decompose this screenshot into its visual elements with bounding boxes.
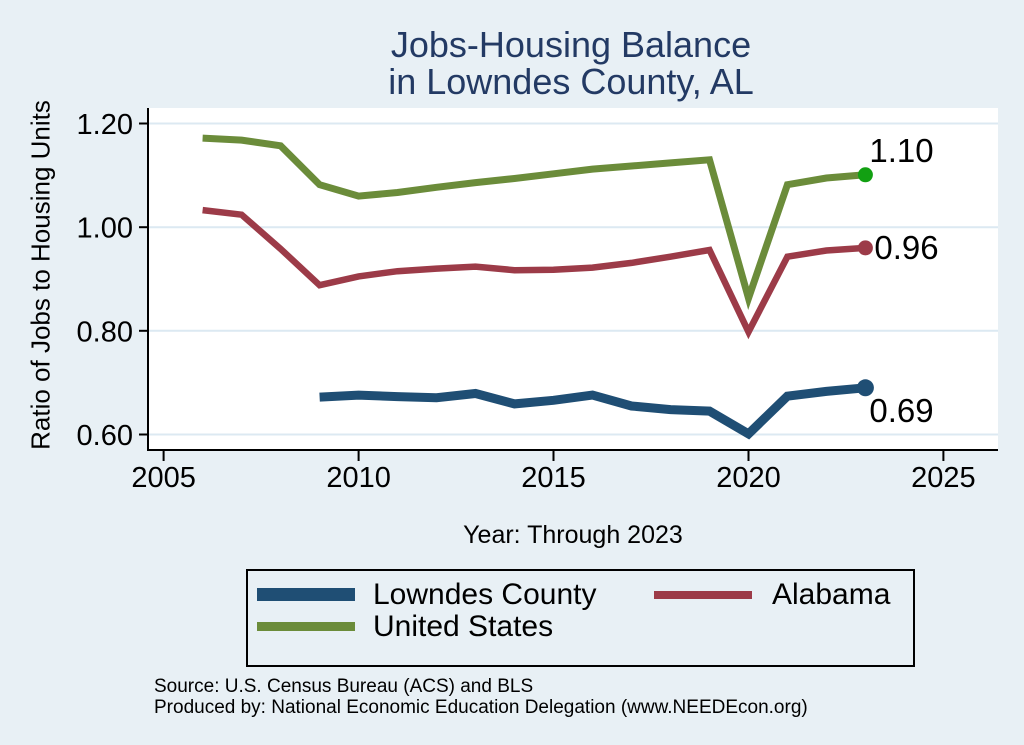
alabama-end-value: 0.96: [874, 229, 938, 266]
chart-title: Jobs-Housing Balance in Lowndes County, …: [388, 26, 754, 100]
united-states-end-marker: [857, 167, 873, 183]
x-tick-label-2015: 2015: [521, 462, 586, 494]
x-tick-label-2010: 2010: [326, 462, 391, 494]
legend-swatch-alabama: [654, 591, 752, 599]
chart-canvas: 0.60 0.80 1.00 1.20 2005 2010 2015 2020 2025 0.69…: [77, 108, 998, 494]
y-tick-label-1.00: 1.00: [77, 213, 133, 245]
y-tick-label-0.80: 0.80: [77, 316, 133, 348]
x-tick-label-2005: 2005: [131, 462, 196, 494]
united-states-line: [202, 134, 866, 310]
legend-swatch-united-states: [257, 622, 355, 631]
legend-label-lowndes-county: Lowndes County: [373, 578, 597, 611]
footer-source-line: Source: U.S. Census Bureau (ACS) and BLS: [154, 676, 534, 697]
x-axis-title: Year: Through 2023: [463, 521, 683, 549]
footer-produced-line: Produced by: National Economic Education…: [154, 697, 808, 718]
legend-label-united-states: United States: [373, 610, 554, 643]
alabama-line: [202, 206, 866, 340]
x-tick-label-2020: 2020: [716, 462, 781, 494]
y-tick-label-0.60: 0.60: [77, 420, 133, 452]
x-tick-label-2025: 2025: [911, 462, 976, 494]
alabama-end-marker: [857, 240, 873, 256]
chart-legend: Lowndes County Alabama United States: [246, 569, 915, 667]
lowndes-county-line: [319, 383, 866, 440]
chart-title-line2: in Lowndes County, AL: [388, 61, 754, 102]
footer: Source: U.S. Census Bureau (ACS) and BLS…: [154, 676, 808, 718]
lowndes-county-end-value: 0.69: [869, 392, 933, 429]
legend-label-alabama: Alabama: [772, 578, 891, 611]
lowndes-county-end-marker: [856, 379, 874, 397]
legend-swatch-lowndes-county: [257, 588, 355, 601]
united-states-end-value: 1.10: [869, 132, 933, 169]
y-tick-label-1.20: 1.20: [77, 109, 133, 141]
chart-title-line1: Jobs-Housing Balance: [390, 24, 752, 65]
